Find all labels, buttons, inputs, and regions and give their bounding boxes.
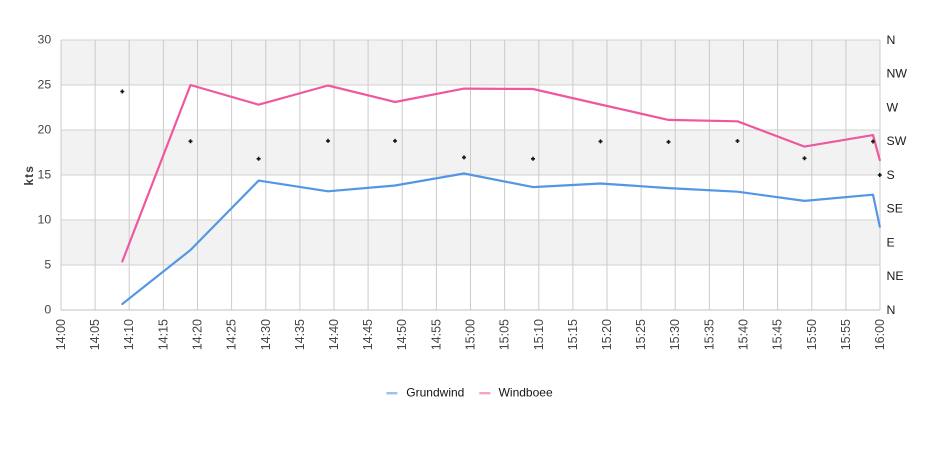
svg-text:E: E xyxy=(887,235,895,249)
svg-text:14:25: 14:25 xyxy=(225,319,239,350)
svg-text:14:50: 14:50 xyxy=(395,319,409,350)
svg-text:14:45: 14:45 xyxy=(361,319,375,350)
svg-text:NE: NE xyxy=(887,269,904,283)
svg-text:15:10: 15:10 xyxy=(532,319,546,350)
svg-text:15:45: 15:45 xyxy=(771,319,785,350)
svg-text:15:15: 15:15 xyxy=(566,319,580,350)
svg-text:14:20: 14:20 xyxy=(191,319,205,350)
svg-text:kts: kts xyxy=(22,165,36,186)
svg-text:N: N xyxy=(887,303,896,317)
svg-text:15:40: 15:40 xyxy=(737,319,751,350)
svg-text:SW: SW xyxy=(887,134,907,148)
svg-text:S: S xyxy=(887,168,895,182)
svg-text:14:00: 14:00 xyxy=(54,319,68,350)
svg-text:16:00: 16:00 xyxy=(873,319,887,350)
svg-text:30: 30 xyxy=(38,33,52,47)
svg-text:14:15: 14:15 xyxy=(156,319,170,350)
svg-text:15:05: 15:05 xyxy=(498,319,512,350)
svg-text:15:20: 15:20 xyxy=(600,319,614,350)
svg-text:Windboee: Windboee xyxy=(499,386,553,400)
svg-text:0: 0 xyxy=(44,303,51,317)
svg-text:15:25: 15:25 xyxy=(634,319,648,350)
svg-text:Grundwind: Grundwind xyxy=(406,386,464,400)
svg-text:NW: NW xyxy=(887,67,908,81)
svg-text:N: N xyxy=(887,33,896,47)
svg-text:W: W xyxy=(887,100,899,114)
svg-text:14:55: 14:55 xyxy=(429,319,443,350)
svg-text:25: 25 xyxy=(38,78,52,92)
svg-text:20: 20 xyxy=(38,123,52,137)
svg-text:15:00: 15:00 xyxy=(464,319,478,350)
svg-text:14:10: 14:10 xyxy=(122,319,136,350)
svg-text:15:30: 15:30 xyxy=(668,319,682,350)
svg-text:14:40: 14:40 xyxy=(327,319,341,350)
svg-text:14:05: 14:05 xyxy=(88,319,102,350)
svg-text:14:35: 14:35 xyxy=(293,319,307,350)
svg-text:14:30: 14:30 xyxy=(259,319,273,350)
svg-text:10: 10 xyxy=(38,213,52,227)
svg-text:15:55: 15:55 xyxy=(839,319,853,350)
svg-text:15:35: 15:35 xyxy=(702,319,716,350)
svg-text:15:50: 15:50 xyxy=(805,319,819,350)
svg-text:SE: SE xyxy=(887,202,903,216)
svg-text:15: 15 xyxy=(38,168,52,182)
svg-text:5: 5 xyxy=(44,258,51,272)
